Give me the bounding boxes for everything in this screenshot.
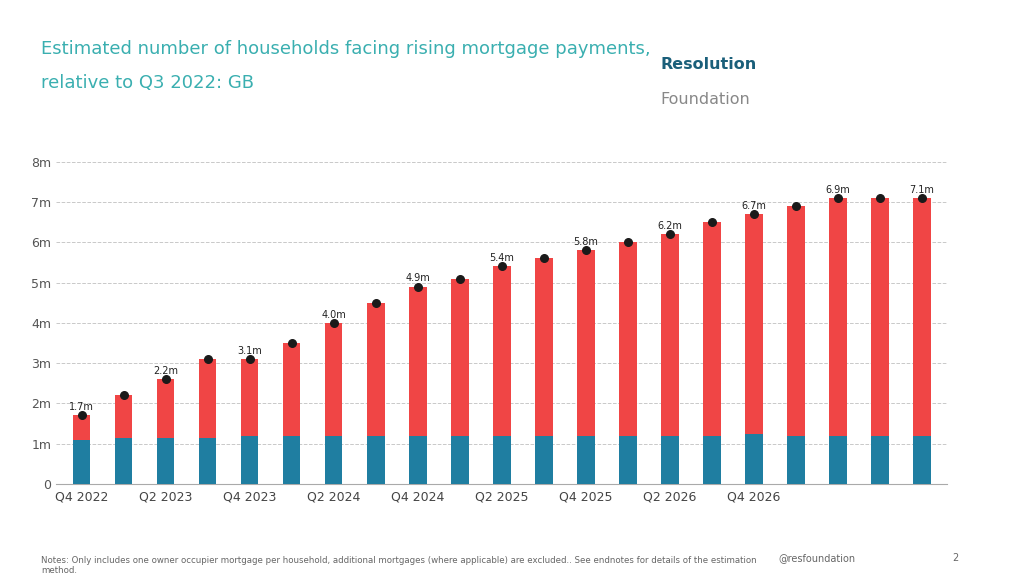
Text: @resfoundation: @resfoundation xyxy=(778,553,855,563)
Text: 7.1m: 7.1m xyxy=(909,185,935,195)
Point xyxy=(745,210,762,219)
Bar xyxy=(745,434,763,484)
Text: Resolution: Resolution xyxy=(660,57,757,72)
Point xyxy=(494,262,510,271)
Bar xyxy=(73,439,90,484)
Bar xyxy=(577,435,595,484)
Text: 4.0m: 4.0m xyxy=(322,310,346,320)
Bar xyxy=(662,234,679,435)
Point xyxy=(200,354,216,363)
Bar xyxy=(325,435,342,484)
Point xyxy=(871,194,888,203)
Text: 5.4m: 5.4m xyxy=(489,253,514,263)
Text: 3.1m: 3.1m xyxy=(238,346,262,356)
Bar xyxy=(577,251,595,435)
Bar xyxy=(199,438,216,484)
Point xyxy=(368,298,384,308)
Bar xyxy=(535,435,553,484)
Bar xyxy=(703,435,721,484)
Bar xyxy=(745,214,763,434)
Bar xyxy=(115,438,132,484)
Bar xyxy=(829,435,847,484)
Bar xyxy=(241,359,258,437)
Bar xyxy=(157,438,174,484)
Bar xyxy=(409,435,427,484)
Bar xyxy=(871,435,889,484)
Text: Notes: Only includes one owner occupier mortgage per household, additional mortg: Notes: Only includes one owner occupier … xyxy=(41,556,757,576)
Bar xyxy=(618,242,637,435)
Point xyxy=(829,194,846,203)
Point xyxy=(116,391,132,400)
Text: Foundation: Foundation xyxy=(660,92,751,107)
Bar xyxy=(241,437,258,484)
Point xyxy=(620,238,636,247)
Point xyxy=(662,230,678,239)
Point xyxy=(326,318,342,327)
Point xyxy=(913,194,930,203)
Text: 6.7m: 6.7m xyxy=(741,201,766,211)
Point xyxy=(536,254,552,263)
Text: relative to Q3 2022: GB: relative to Q3 2022: GB xyxy=(41,74,254,92)
Text: 2: 2 xyxy=(952,553,958,563)
Bar xyxy=(157,379,174,438)
Text: 6.2m: 6.2m xyxy=(657,221,682,231)
Bar xyxy=(913,198,931,435)
Bar xyxy=(493,435,511,484)
Bar xyxy=(283,435,300,484)
Point xyxy=(787,202,804,211)
Bar xyxy=(703,222,721,435)
Bar xyxy=(913,435,931,484)
Point xyxy=(242,354,258,363)
Bar xyxy=(283,343,300,435)
Bar xyxy=(618,435,637,484)
Point xyxy=(74,411,90,420)
Text: Estimated number of households facing rising mortgage payments,: Estimated number of households facing ri… xyxy=(41,40,650,58)
Bar xyxy=(451,435,469,484)
Bar xyxy=(325,323,342,435)
Point xyxy=(578,246,594,255)
Bar xyxy=(409,287,427,435)
Point xyxy=(158,374,174,384)
Text: 5.8m: 5.8m xyxy=(573,237,598,247)
Bar xyxy=(535,259,553,435)
Bar xyxy=(787,206,805,435)
Bar xyxy=(199,359,216,438)
Point xyxy=(284,338,300,347)
Point xyxy=(703,218,720,227)
Point xyxy=(410,282,426,291)
Bar xyxy=(787,435,805,484)
Point xyxy=(452,274,468,283)
Bar xyxy=(367,303,385,435)
Bar xyxy=(367,435,385,484)
Bar xyxy=(493,267,511,435)
Text: 4.9m: 4.9m xyxy=(406,274,430,283)
Bar xyxy=(662,435,679,484)
Bar xyxy=(115,395,132,438)
Bar xyxy=(829,198,847,435)
Bar xyxy=(451,279,469,435)
Bar xyxy=(73,415,90,439)
Text: 1.7m: 1.7m xyxy=(69,402,94,412)
Bar xyxy=(871,198,889,435)
Text: 2.2m: 2.2m xyxy=(153,366,178,376)
Text: 6.9m: 6.9m xyxy=(825,185,850,195)
